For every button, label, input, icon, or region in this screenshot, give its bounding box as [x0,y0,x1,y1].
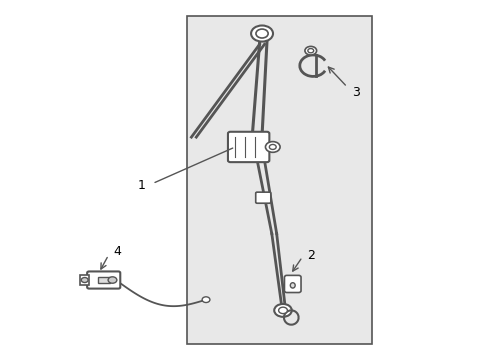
Ellipse shape [251,26,273,41]
FancyBboxPatch shape [228,132,270,162]
Circle shape [270,144,276,149]
FancyBboxPatch shape [285,275,301,293]
Ellipse shape [256,29,268,38]
Circle shape [279,307,288,314]
Text: 3: 3 [352,86,360,99]
Circle shape [81,278,88,283]
Circle shape [308,49,314,53]
Circle shape [202,297,210,302]
Text: 1: 1 [137,179,145,192]
Circle shape [305,46,317,55]
Circle shape [274,304,292,317]
Bar [98,277,110,283]
FancyBboxPatch shape [187,16,372,344]
Circle shape [108,277,117,283]
Ellipse shape [290,283,295,288]
Circle shape [266,141,280,152]
Text: 4: 4 [114,245,122,258]
Text: 2: 2 [307,248,315,261]
FancyBboxPatch shape [87,271,120,289]
Bar [80,275,89,285]
FancyBboxPatch shape [256,192,271,203]
